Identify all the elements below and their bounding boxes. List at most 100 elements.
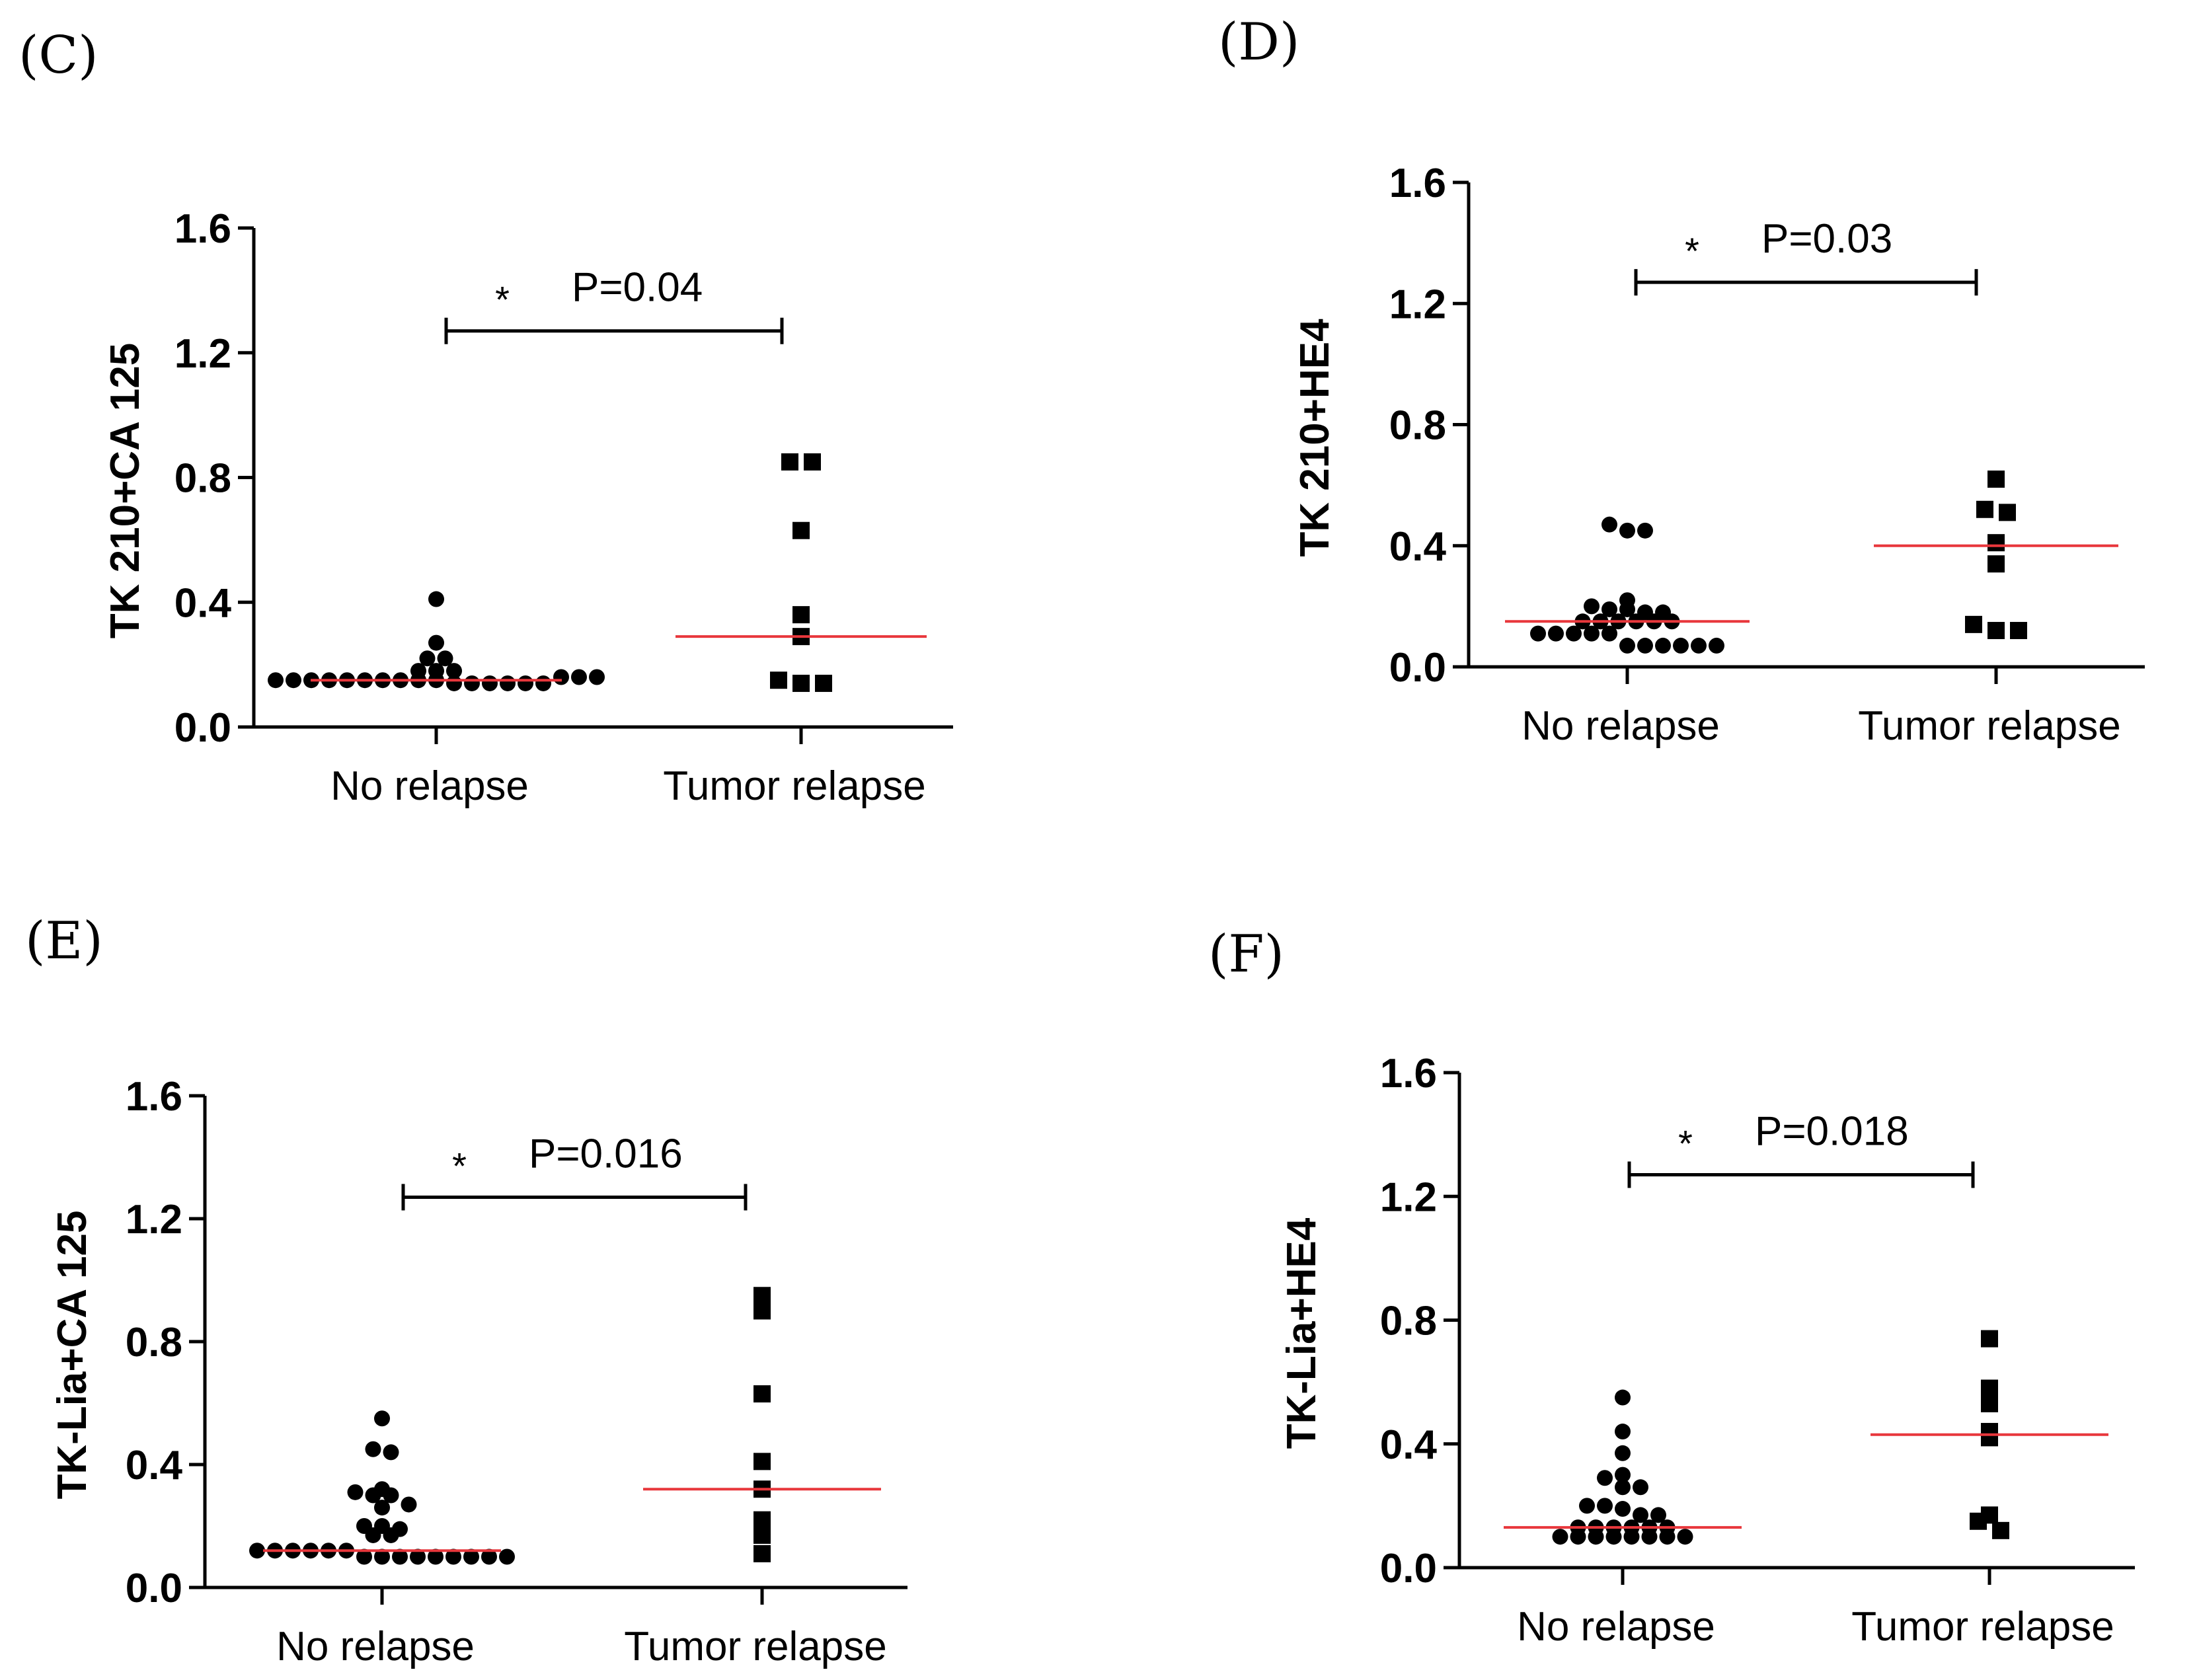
y-tick-label: 1.2: [1389, 282, 1446, 327]
data-point-no-relapse: [1691, 637, 1707, 654]
data-point-tumor-relapse: [1987, 470, 2005, 488]
panel-label-e: (E): [25, 911, 103, 971]
data-point-tumor-relapse: [815, 674, 832, 692]
y-tick-label: 0.8: [1389, 403, 1446, 449]
data-point-tumor-relapse: [1987, 622, 2005, 640]
data-point-no-relapse: [1677, 1529, 1693, 1545]
data-point-no-relapse: [428, 1548, 444, 1565]
data-point-no-relapse: [365, 1441, 381, 1457]
y-tick-label: 1.6: [174, 206, 231, 252]
data-point-no-relapse: [1615, 1501, 1631, 1517]
data-point-tumor-relapse: [1992, 1521, 2009, 1539]
panel-label-c: (C): [19, 26, 98, 85]
x-category-label: Tumor relapse: [1858, 703, 2120, 749]
data-point-no-relapse: [410, 1548, 426, 1565]
data-point-no-relapse: [1548, 625, 1564, 642]
data-point-no-relapse: [1597, 1498, 1613, 1514]
data-point-tumor-relapse: [1981, 1394, 1998, 1412]
y-tick-label: 1.2: [174, 331, 231, 377]
y-tick-label: 0.4: [1380, 1422, 1438, 1468]
panel-e: (E) 0.0 0.4 0.8 1.2 1.6 No relapse Tumor relaps…: [25, 911, 907, 1669]
data-point-tumor-relapse: [1987, 555, 2005, 573]
data-point-tumor-relapse: [1999, 504, 2016, 521]
y-tick-label: 0.4: [174, 580, 232, 626]
y-tick-label: 0.0: [1380, 1546, 1437, 1591]
x-category-label: Tumor relapse: [624, 1624, 886, 1669]
data-point-no-relapse: [1584, 625, 1600, 642]
data-point-tumor-relapse: [753, 1526, 771, 1544]
x-category-label: No relapse: [330, 763, 529, 809]
data-point-no-relapse: [1637, 637, 1653, 654]
data-point-no-relapse: [500, 675, 516, 691]
data-point-no-relapse: [374, 1548, 390, 1565]
data-point-no-relapse: [1615, 1467, 1631, 1483]
y-tick-label: 0.8: [126, 1320, 182, 1365]
data-point-no-relapse: [1637, 522, 1653, 539]
x-category-label: Tumor relapse: [663, 763, 925, 809]
data-point-no-relapse: [1709, 637, 1724, 654]
data-point-no-relapse: [482, 675, 498, 691]
data-point-tumor-relapse: [753, 1511, 771, 1529]
significance-star: *: [1678, 1122, 1693, 1164]
data-point-no-relapse: [589, 669, 605, 685]
data-point-no-relapse: [268, 672, 284, 689]
data-point-tumor-relapse: [792, 606, 810, 624]
data-point-tumor-relapse: [753, 1302, 771, 1320]
data-point-no-relapse: [419, 650, 436, 667]
data-point-tumor-relapse: [1965, 615, 1982, 633]
p-value-label: P=0.03: [1761, 216, 1892, 262]
data-point-tumor-relapse: [1987, 534, 2005, 552]
data-point-no-relapse: [1584, 598, 1600, 615]
y-tick-label: 0.0: [126, 1566, 182, 1611]
data-point-no-relapse: [374, 1500, 390, 1516]
data-point-no-relapse: [499, 1548, 515, 1565]
data-point-no-relapse: [1605, 1529, 1622, 1545]
y-tick-label: 1.2: [126, 1197, 182, 1242]
x-category-label: Tumor relapse: [1851, 1604, 2114, 1650]
significance-star: *: [495, 279, 510, 321]
data-point-tumor-relapse: [781, 453, 798, 471]
panel-c: (C) 0.0 0.4 0.8 1.2 1.6 No relapse Tumor relaps…: [19, 26, 953, 809]
significance-star: *: [1685, 230, 1699, 272]
significance-star: *: [452, 1145, 467, 1186]
data-point-tumor-relapse: [753, 1453, 771, 1470]
data-point-no-relapse: [1619, 601, 1635, 617]
panel-f: (F) 0.0 0.4 0.8 1.2 1.6 No relapse Tumor relaps…: [1208, 925, 2135, 1650]
data-point-tumor-relapse: [1981, 1379, 1998, 1397]
data-point-no-relapse: [1619, 637, 1635, 654]
data-point-no-relapse: [383, 1487, 399, 1504]
x-category-label: No relapse: [276, 1624, 475, 1669]
y-tick-label: 1.6: [1389, 161, 1446, 206]
y-tick-label: 0.4: [1389, 524, 1447, 570]
y-tick-label: 1.6: [1380, 1051, 1437, 1096]
data-point-tumor-relapse: [1970, 1512, 1987, 1530]
data-point-tumor-relapse: [792, 674, 810, 692]
data-point-no-relapse: [1615, 1445, 1631, 1461]
data-point-no-relapse: [1597, 1470, 1613, 1486]
y-tick-label: 0.0: [1389, 645, 1446, 691]
y-axis-title: TK-Lia+CA 125: [50, 1211, 95, 1500]
data-point-no-relapse: [249, 1543, 265, 1559]
data-point-no-relapse: [1601, 516, 1617, 533]
data-point-no-relapse: [1570, 1529, 1586, 1545]
data-point-no-relapse: [392, 1548, 408, 1565]
y-axis-title: TK 210+CA 125: [102, 343, 148, 638]
data-point-tumor-relapse: [770, 671, 787, 689]
data-point-no-relapse: [1655, 637, 1671, 654]
data-point-no-relapse: [383, 1527, 399, 1543]
data-point-no-relapse: [463, 1548, 479, 1565]
x-category-label: No relapse: [1522, 703, 1720, 749]
y-tick-label: 1.2: [1380, 1174, 1437, 1220]
data-point-no-relapse: [286, 672, 301, 689]
y-axis-title: TK-Lia+HE4: [1279, 1217, 1325, 1449]
data-point-no-relapse: [1615, 1479, 1631, 1496]
data-point-no-relapse: [1615, 1424, 1631, 1440]
data-point-no-relapse: [347, 1484, 364, 1500]
data-point-no-relapse: [365, 1487, 381, 1504]
data-point-tumor-relapse: [753, 1287, 771, 1305]
y-tick-label: 0.4: [126, 1443, 183, 1488]
data-point-no-relapse: [481, 1548, 497, 1565]
data-point-no-relapse: [518, 675, 533, 691]
data-point-no-relapse: [1588, 1529, 1604, 1545]
